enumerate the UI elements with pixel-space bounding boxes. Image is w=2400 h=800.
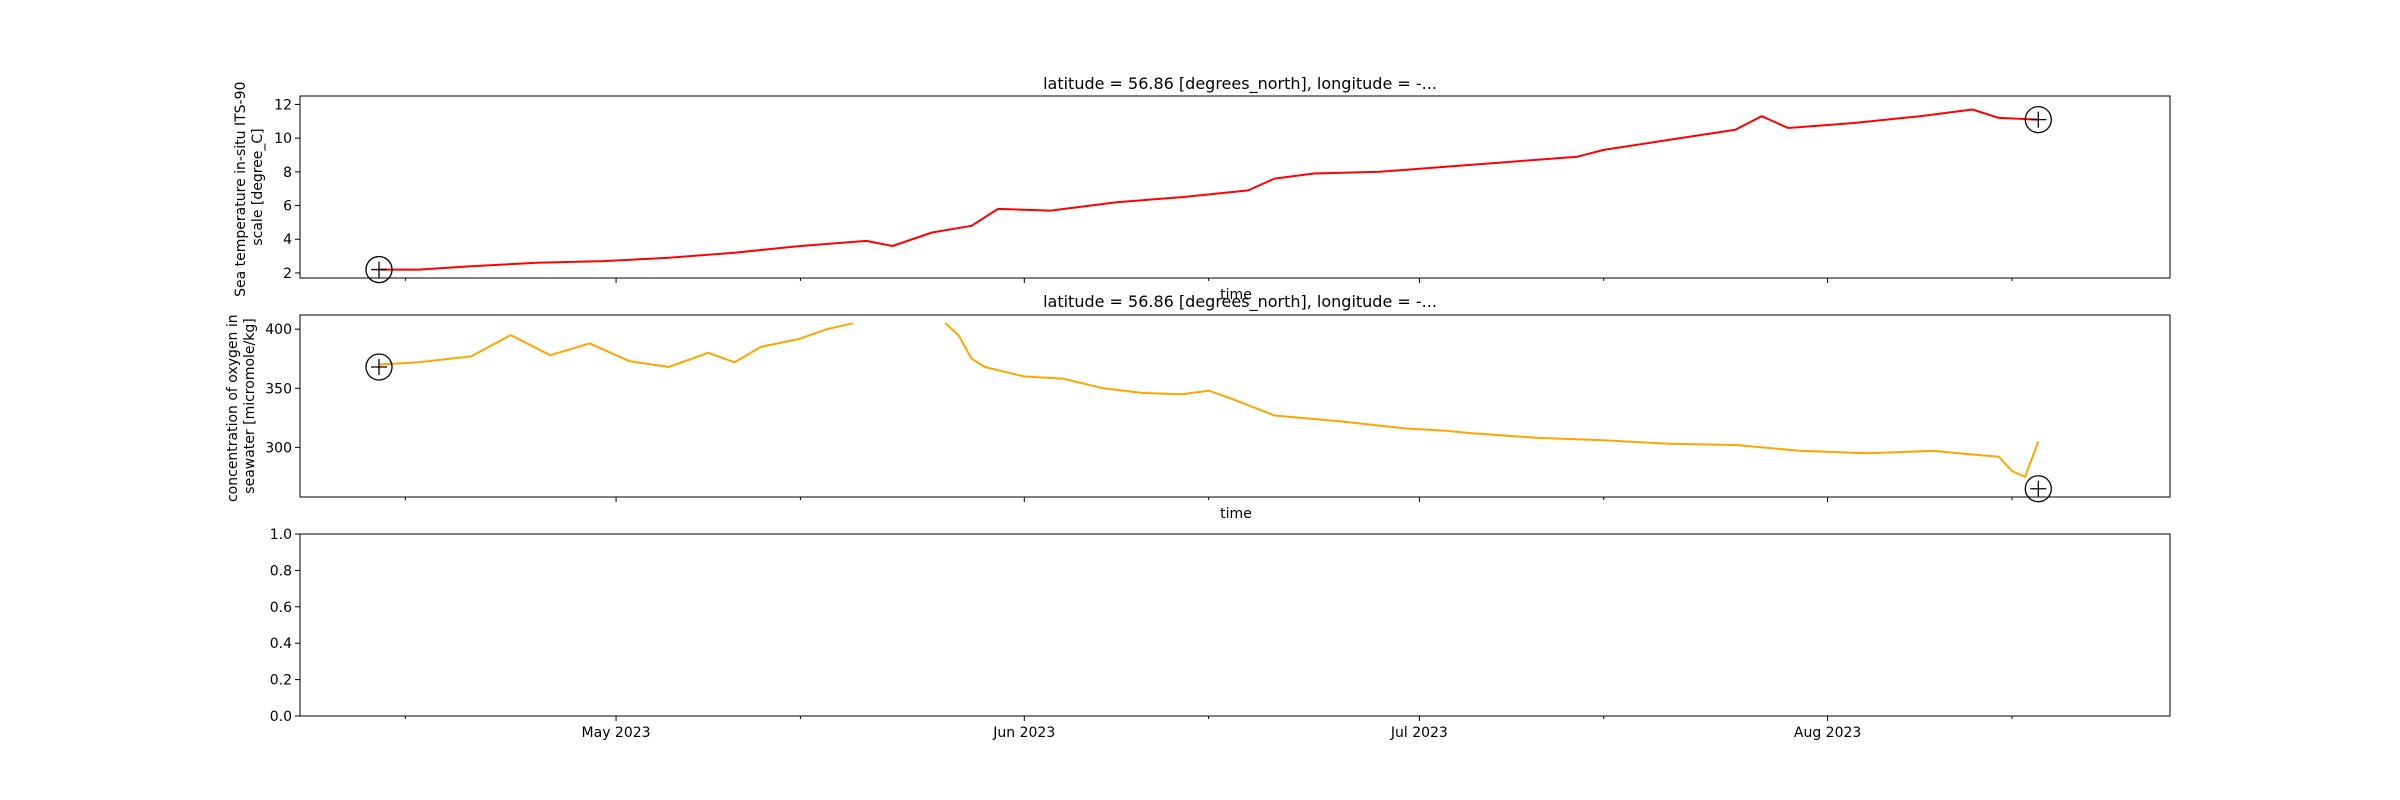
oxygen-markers [365,353,2052,503]
oxygen-panel: latitude = 56.86 [degrees_north], longit… [225,292,2171,522]
oxygen-endpoint-marker [2024,475,2052,503]
oxygen-y-ticks: 300 350 400 [265,322,300,456]
empty-y-tick-label: 1.0 [270,527,292,543]
temperature-panel: latitude = 56.86 [degrees_north], longit… [233,74,2171,303]
empty-panel: 0.0 0.2 0.4 0.6 0.8 1.0 May 2023 Jun 2023 Jul 2… [270,527,2171,741]
oxygen-series-line [378,322,854,368]
x-tick-label: Jul 2023 [1390,725,1448,741]
empty-x-ticks: May 2023 Jun 2023 Jul 2023 Aug 2023 [404,716,2013,741]
empty-y-tick-label: 0.0 [270,709,292,725]
oxygen-y-tick-label: 400 [265,322,292,338]
oxygen-y-label: concentration of oxygen in seawater [mic… [225,310,258,502]
oxygen-series-line [944,322,2040,478]
temperature-y-label-line-2: scale [degree_C] [250,128,266,245]
empty-y-tick-label: 0.6 [270,600,292,616]
oxygen-x-ticks [404,497,2013,502]
temperature-y-tick-label: 2 [283,266,292,282]
temperature-y-tick-label: 8 [283,165,292,181]
temperature-series-line [379,108,2039,271]
x-tick-label: Aug 2023 [1794,725,1861,741]
oxygen-axes-frame [299,314,2171,498]
temperature-title: latitude = 56.86 [degrees_north], longit… [1043,74,1437,94]
empty-y-ticks: 0.0 0.2 0.4 0.6 0.8 1.0 [270,527,300,725]
oxygen-y-label-line-2: seawater [micromole/kg] [242,318,258,493]
oxygen-y-tick-label: 300 [265,440,292,456]
x-tick-label: Jun 2023 [992,725,1055,741]
empty-axes-frame [299,533,2171,717]
oxygen-y-tick-label: 350 [265,381,292,397]
empty-y-tick-label: 0.4 [270,636,292,652]
oxygen-series [378,322,2040,478]
oxygen-endpoint-marker [365,353,393,381]
temperature-y-tick-label: 6 [283,199,292,215]
temperature-x-ticks [404,278,2013,283]
x-tick-label: May 2023 [582,725,651,741]
empty-y-tick-label: 0.2 [270,673,292,689]
temperature-y-label: Sea temperature in-situ ITS-90 scale [de… [233,77,266,297]
temperature-y-tick-label: 4 [283,232,292,248]
temperature-endpoint-marker [365,255,393,284]
temperature-y-tick-label: 10 [274,131,292,147]
temperature-endpoint-marker [2024,105,2052,134]
temperature-axes-frame [299,95,2171,279]
oxygen-title: latitude = 56.86 [degrees_north], longit… [1043,292,1437,312]
temperature-series [379,108,2039,271]
temperature-markers [365,105,2052,284]
temperature-x-label: time [1220,287,1252,303]
temperature-y-ticks: 2 4 6 8 10 12 [274,97,300,282]
oxygen-x-label: time [1220,506,1252,522]
temperature-y-tick-label: 12 [274,97,292,113]
oxygen-y-label-line-1: concentration of oxygen in [225,314,241,502]
temperature-y-label-line-1: Sea temperature in-situ ITS-90 [233,82,249,297]
empty-y-tick-label: 0.8 [270,563,292,579]
